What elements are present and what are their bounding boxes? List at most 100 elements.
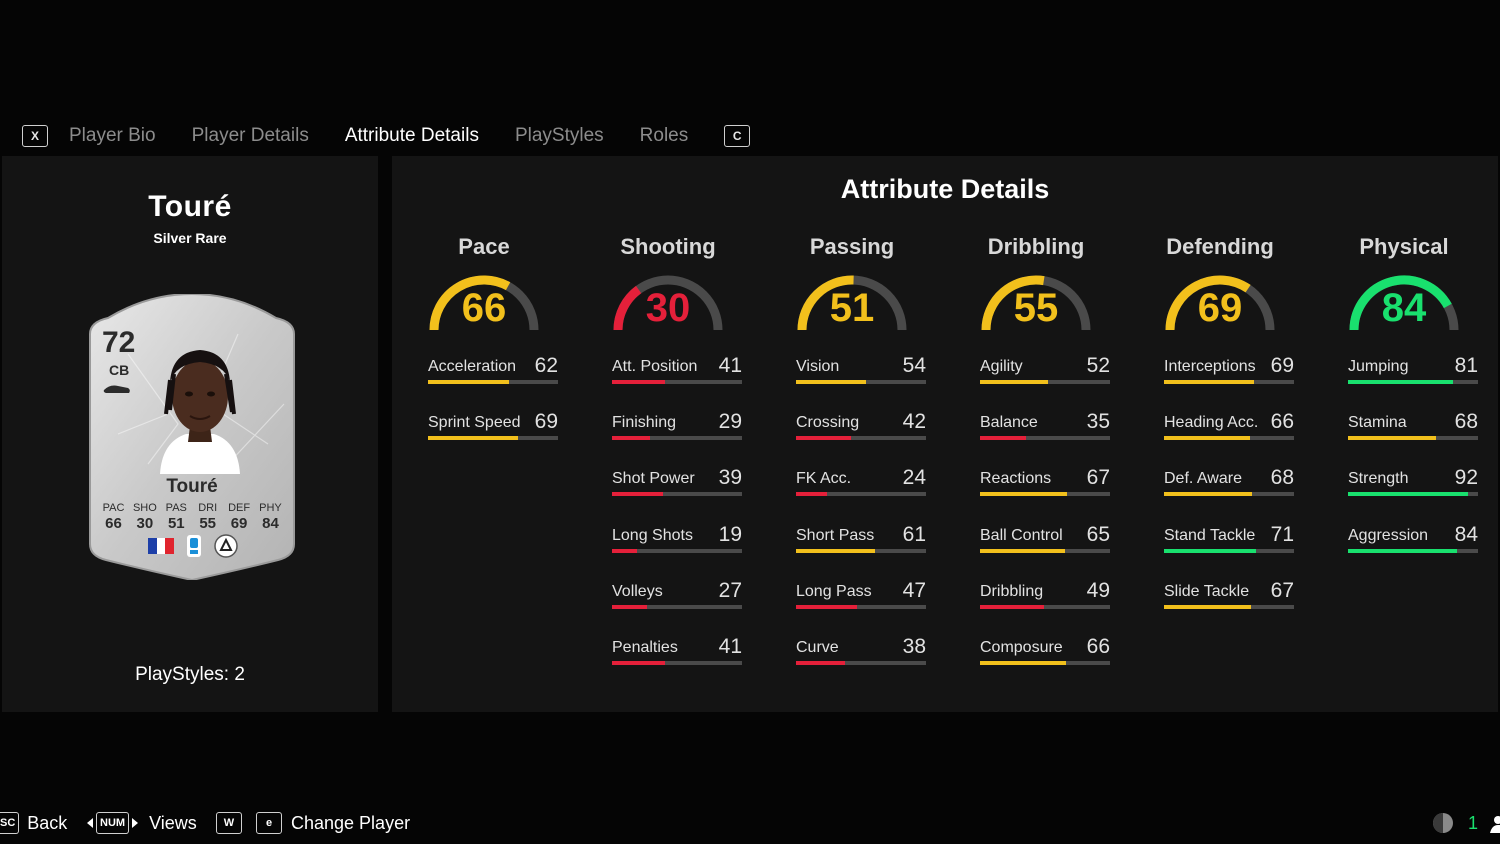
- category-defending: Defending 69: [1150, 234, 1290, 338]
- attribute-name: Stamina: [1348, 414, 1407, 431]
- attribute-row[interactable]: Agility 52: [980, 354, 1110, 384]
- arrow-left-icon: [87, 818, 93, 828]
- attribute-row[interactable]: Short Pass 61: [796, 523, 926, 553]
- attribute-value: 29: [718, 410, 742, 433]
- attribute-value: 81: [1454, 354, 1478, 377]
- attribute-name: Strength: [1348, 470, 1409, 487]
- attribute-name: Att. Position: [612, 358, 698, 375]
- category-name: Passing: [809, 234, 895, 259]
- change-player-label: Change Player: [291, 812, 411, 833]
- club-crest-icon: [214, 534, 238, 558]
- attribute-value: 38: [902, 635, 926, 658]
- attribute-bar: [980, 661, 1110, 665]
- attribute-value: 68: [1270, 466, 1294, 489]
- attribute-row[interactable]: Stamina 68: [1348, 410, 1478, 440]
- attribute-name: Finishing: [612, 414, 677, 431]
- attribute-bar-fill: [1164, 492, 1253, 496]
- category-shooting: Shooting 30: [598, 234, 738, 338]
- tab-player-details[interactable]: Player Details: [191, 125, 309, 146]
- attribute-value: 66: [1270, 410, 1294, 433]
- attribute-value: 61: [902, 523, 926, 546]
- attribute-row[interactable]: Curve 38: [796, 635, 926, 665]
- category-gauge: 55: [966, 266, 1106, 338]
- attribute-name: Dribbling: [980, 583, 1044, 600]
- attribute-row[interactable]: Long Pass 47: [796, 579, 926, 609]
- card-stat-phy: PHY 84: [259, 502, 282, 532]
- gauge-arc: [981, 275, 1091, 331]
- w-hint[interactable]: W: [216, 812, 242, 834]
- attribute-row[interactable]: Strength 92: [1348, 466, 1478, 496]
- attribute-name: Def. Aware: [1164, 470, 1242, 487]
- change-player-hint[interactable]: e Change Player: [256, 812, 410, 834]
- attribute-name: Penalties: [612, 639, 678, 656]
- tab-playstyles[interactable]: PlayStyles: [514, 125, 604, 146]
- globe-icon: [1432, 813, 1453, 833]
- attribute-row[interactable]: Composure 66: [980, 635, 1110, 665]
- player-card[interactable]: 72 CB Touré PAC 66 SHO 30 PAS 51 DRI 55 DEF 6…: [88, 294, 296, 580]
- attribute-row[interactable]: Reactions 67: [980, 466, 1110, 496]
- attribute-row[interactable]: FK Acc. 24: [796, 466, 926, 496]
- card-stat-sho: SHO 30: [132, 502, 157, 532]
- arrow-right-icon: [132, 818, 139, 828]
- attribute-row[interactable]: Finishing 29: [612, 410, 742, 440]
- attribute-bar-fill: [612, 605, 648, 609]
- w-key: W: [216, 812, 242, 834]
- attribute-row[interactable]: Volleys 27: [612, 579, 742, 609]
- attribute-row[interactable]: Ball Control 65: [980, 523, 1110, 553]
- attribute-name: Balance: [980, 414, 1038, 431]
- attribute-row[interactable]: Jumping 81: [1348, 354, 1478, 384]
- attribute-bar: [980, 380, 1110, 384]
- next-tab-key[interactable]: C: [724, 125, 751, 147]
- playstyles-count: PlayStyles: 2: [135, 664, 245, 685]
- attribute-bar: [980, 605, 1110, 609]
- attribute-bar: [980, 436, 1110, 440]
- attribute-bar-fill: [796, 492, 828, 496]
- attribute-value: 84: [1454, 523, 1478, 546]
- attribute-row[interactable]: Shot Power 39: [612, 466, 742, 496]
- attribute-row[interactable]: Dribbling 49: [980, 579, 1110, 609]
- gauge-fill: [429, 275, 511, 331]
- gauge-arc: [797, 275, 907, 331]
- attribute-name: Long Pass: [796, 583, 872, 600]
- attribute-bar-fill: [1164, 436, 1250, 440]
- attribute-value: 52: [1086, 354, 1110, 377]
- attribute-row[interactable]: Long Shots 19: [612, 523, 742, 553]
- attribute-bar-fill: [796, 380, 867, 384]
- views-hint[interactable]: NUM Views: [86, 812, 197, 834]
- prev-tab-key[interactable]: X: [22, 125, 48, 147]
- card-badges: [148, 534, 238, 558]
- attribute-row[interactable]: Stand Tackle 71: [1164, 523, 1294, 553]
- attribute-row[interactable]: Slide Tackle 67: [1164, 579, 1294, 609]
- user-icon: [1490, 816, 1500, 833]
- attribute-row[interactable]: Aggression 84: [1348, 523, 1478, 553]
- category-name: Defending: [1166, 234, 1274, 259]
- gauge-fill: [981, 275, 1045, 331]
- attribute-value: 24: [902, 466, 926, 489]
- tab-player-bio[interactable]: Player Bio: [69, 125, 156, 146]
- attribute-value: 19: [718, 523, 742, 546]
- tab-attribute-details[interactable]: Attribute Details: [344, 125, 479, 146]
- attribute-bar-fill: [796, 661, 846, 665]
- attribute-row[interactable]: Penalties 41: [612, 635, 742, 665]
- card-stats: PAC 66 SHO 30 PAS 51 DRI 55 DEF 69 PHY 84: [98, 502, 286, 532]
- league-logo-icon: [187, 535, 201, 557]
- attribute-name: Stand Tackle: [1164, 527, 1256, 544]
- attribute-row[interactable]: Interceptions 69: [1164, 354, 1294, 384]
- category-pace: Pace 66: [414, 234, 554, 338]
- attribute-name: Sprint Speed: [428, 414, 521, 431]
- attribute-row[interactable]: Crossing 42: [796, 410, 926, 440]
- attribute-bar-fill: [1164, 549, 1257, 553]
- attribute-name: Curve: [796, 639, 839, 656]
- attribute-row[interactable]: Acceleration 62: [428, 354, 558, 384]
- attribute-bar: [1164, 380, 1294, 384]
- attribute-row[interactable]: Balance 35: [980, 410, 1110, 440]
- back-hint[interactable]: SC Back: [0, 812, 67, 834]
- boot-icon: [103, 385, 130, 393]
- attribute-row[interactable]: Def. Aware 68: [1164, 466, 1294, 496]
- attribute-row[interactable]: Sprint Speed 69: [428, 410, 558, 440]
- attribute-bar-fill: [980, 380, 1048, 384]
- attribute-row[interactable]: Att. Position 41: [612, 354, 742, 384]
- attribute-row[interactable]: Vision 54: [796, 354, 926, 384]
- attribute-row[interactable]: Heading Acc. 66: [1164, 410, 1294, 440]
- tab-roles[interactable]: Roles: [639, 125, 689, 146]
